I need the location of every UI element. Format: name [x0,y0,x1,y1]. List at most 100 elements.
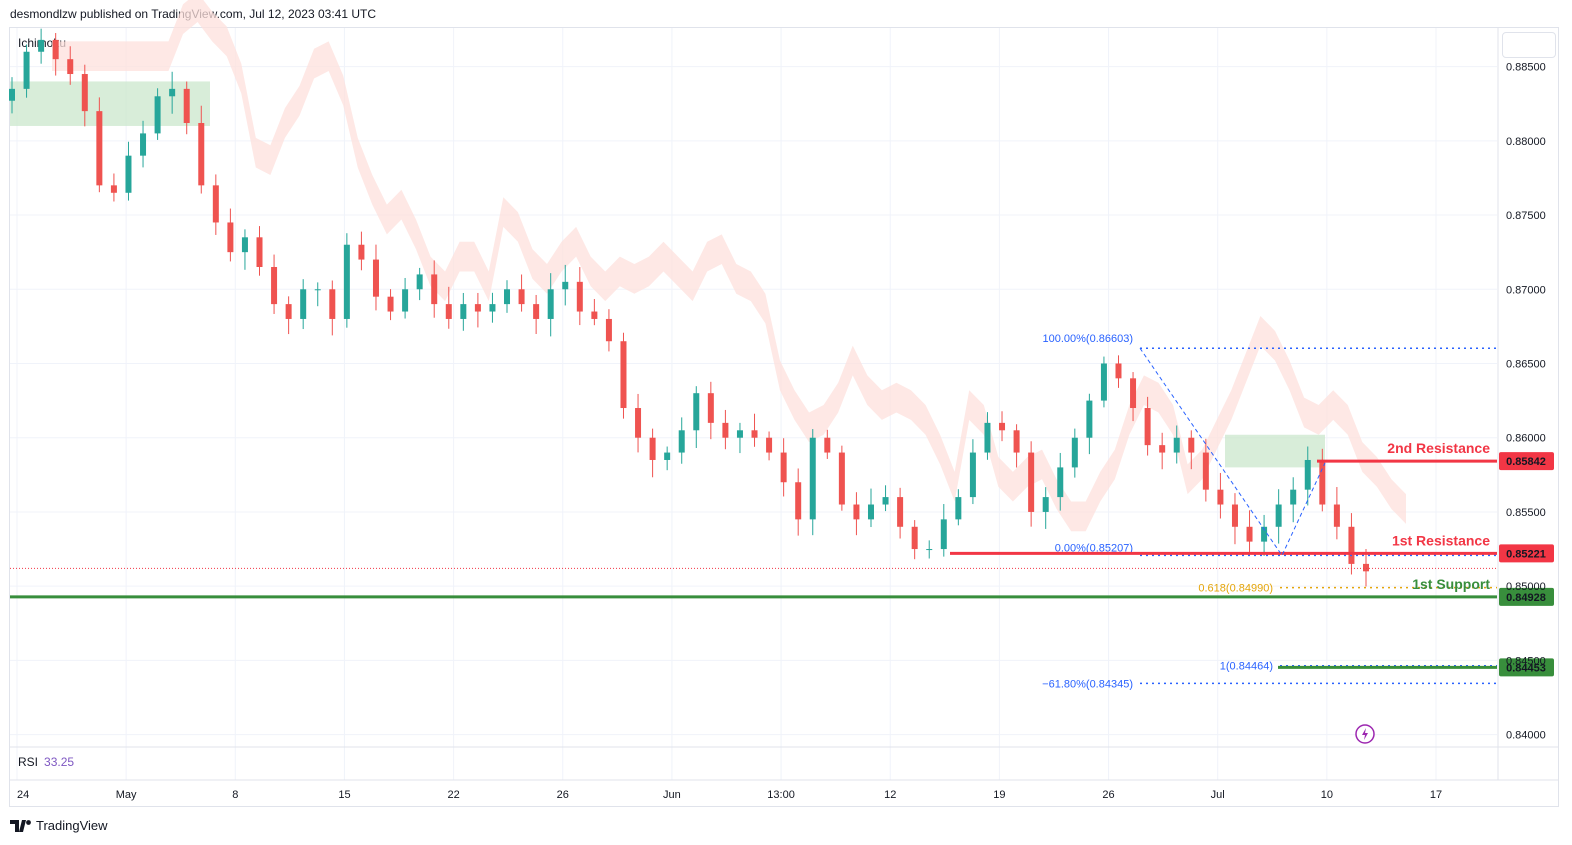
candle-body [183,88,190,124]
candle-body [547,289,554,319]
time-tick-label: May [116,789,137,801]
candle-body [329,289,336,319]
sr-price-tag [1499,452,1554,471]
candle-body [1202,452,1209,490]
sr-price-tag-label: 0.84928 [1506,592,1546,604]
time-tick-label: 17 [1430,789,1442,801]
price-tick-label: 0.88000 [1506,136,1546,148]
time-tick-label: 13:00 [767,789,795,801]
candle-body [1290,489,1297,505]
candle-body [1071,437,1078,468]
candle-body [96,111,103,186]
candle-body [1115,363,1122,379]
candle-body [984,422,991,453]
candle-body [504,289,511,305]
sr-price-tag-label: 0.85842 [1506,456,1546,468]
sr-label: 1st Resistance [1392,532,1490,548]
candle-body [38,39,45,52]
candle-body [897,497,904,527]
candle-body [591,311,598,319]
candle-body [1363,563,1369,572]
candle-body [140,133,147,156]
candle-body [416,274,423,290]
time-tick-label: 12 [884,789,896,801]
candle-body [736,430,743,438]
price-tick-label: 0.87500 [1506,210,1546,222]
time-tick-label: Jun [663,789,681,801]
candle-body [1042,497,1049,512]
footer-brand: TradingView [36,818,108,833]
candle-body [1028,452,1035,512]
price-axis: 0.88500 0.88000 0.87500 0.87000 0.86500 0.860… [1506,62,1546,742]
candle-body [576,281,583,312]
candle-body [154,96,161,134]
candle-body [707,393,714,423]
candle-body [1217,489,1224,505]
candle-body [795,482,802,520]
rsi-name: RSI [18,755,39,769]
candle-body [125,155,132,193]
candle-body [562,281,569,290]
cloud-bull [10,81,210,126]
candle-body [853,504,860,520]
candle-body [52,39,59,60]
cloud-bear [52,0,1406,532]
chart-frame [9,27,1559,807]
candle-body [1246,526,1253,542]
price-tick-label: 0.85000 [1506,581,1546,593]
candle-body [635,408,642,438]
candle-body [1275,504,1282,527]
candle-body [751,430,758,438]
candle-body [838,452,845,505]
price-tick-label: 0.85500 [1506,507,1546,519]
candle-body [227,222,234,253]
price-tick-label: 0.84500 [1506,655,1546,667]
chart-controls-box[interactable] [1502,32,1556,58]
time-tick-label: 24 [17,789,29,801]
candle-body [1159,445,1166,453]
rsi-label[interactable]: RSI 33.25 [18,755,74,769]
time-tick-label: 10 [1321,789,1333,801]
candle-body [212,185,219,223]
candle-body [1231,504,1238,527]
sr-label: 1st Support [1412,576,1490,592]
fib-level-label: −61.80%(0.84345) [1042,678,1133,690]
candle-body [1173,437,1180,453]
price-tick-label: 0.84000 [1506,730,1546,742]
price-tick-label: 0.88500 [1506,62,1546,74]
candle-body [678,430,685,453]
candle-body [271,267,278,305]
time-tick-label: 15 [338,789,350,801]
candles [9,28,1369,587]
candle-body [241,237,248,253]
fib-level-label: 1(0.84464) [1220,661,1273,673]
candle-body [1188,437,1195,453]
candle-body [882,497,889,505]
candle-body [926,549,933,551]
candle-body [1144,408,1151,446]
candle-body [969,452,976,498]
time-tick-label: Jul [1211,789,1225,801]
candle-body [387,296,394,312]
candle-body [533,304,540,319]
time-tick-label: 19 [993,789,1005,801]
candle-body [649,437,656,460]
candle-body [1304,459,1311,490]
sr-price-tag-label: 0.84453 [1506,662,1546,674]
time-tick-label: 8 [232,789,238,801]
price-tick-label: 0.86000 [1506,433,1546,445]
candle-body [372,259,379,297]
candle-body [460,304,467,319]
candle-body [67,59,74,75]
candle-body [809,437,816,520]
candle-body [955,497,962,520]
candle-body [314,289,321,291]
candle-body [81,74,88,112]
candle-body [999,422,1006,431]
candle-body [402,289,409,312]
time-tick-label: 26 [557,789,569,801]
fib-level-label: 0.00%(0.85207) [1055,542,1133,554]
candle-body [285,304,292,319]
candle-body [620,341,627,409]
